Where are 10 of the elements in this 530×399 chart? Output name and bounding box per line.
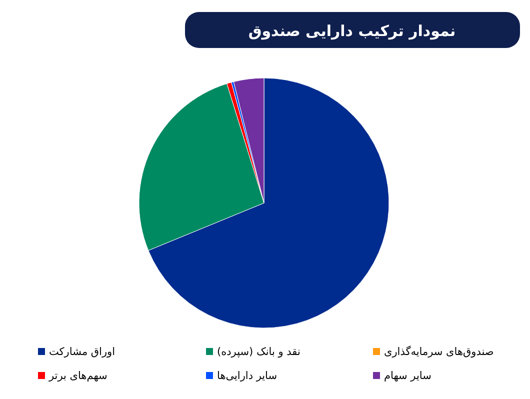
legend-label: سایر سهام — [384, 370, 432, 382]
legend-label: صندوق‌های سرمایه‌گذاری — [384, 345, 494, 358]
legend-item: سایر سهام — [373, 370, 432, 382]
legend-item: سهم‌های برتر — [38, 370, 108, 382]
legend-label: سایر دارایی‌ها — [217, 370, 278, 382]
legend-item: اوراق مشارکت — [38, 346, 116, 358]
legend-item: صندوق‌های سرمایه‌گذاری — [373, 346, 494, 358]
chart-title: نمودار ترکیب دارایی صندوق — [248, 22, 456, 40]
legend-item: سایر دارایی‌ها — [206, 370, 278, 382]
legend-item: نقد و بانک (سپرده) — [206, 346, 300, 358]
